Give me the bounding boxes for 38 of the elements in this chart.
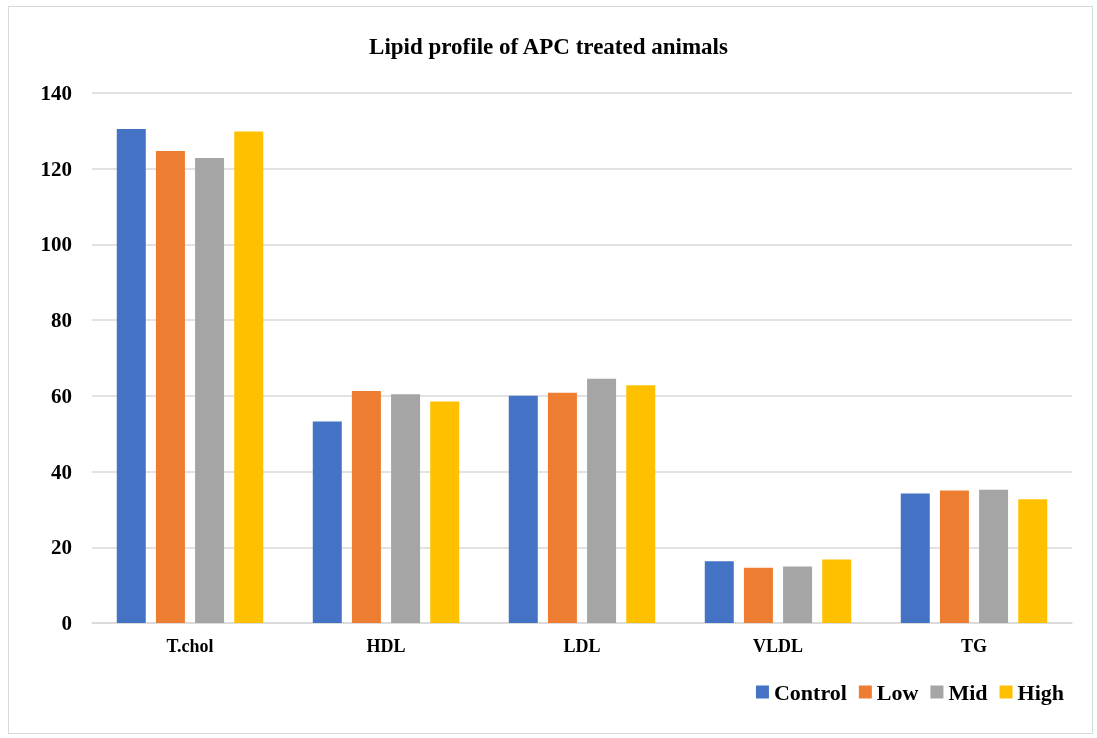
bar (195, 158, 225, 623)
y-tick-label: 80 (51, 308, 72, 333)
bar (743, 567, 773, 623)
bar (547, 392, 577, 623)
legend-label: Low (876, 679, 919, 705)
y-tick-label: 100 (40, 232, 72, 257)
chart-title: Lipid profile of APC treated animals (369, 34, 728, 59)
bar (783, 566, 813, 623)
bar (704, 561, 734, 623)
y-tick-label: 0 (61, 611, 72, 635)
bar (626, 385, 656, 623)
legend-label: Mid (948, 679, 988, 705)
x-tick-label: LDL (563, 636, 601, 656)
x-tick-label: HDL (366, 636, 406, 656)
x-tick-label: T.chol (166, 636, 214, 656)
bar (1018, 499, 1048, 623)
legend-label: Control (773, 679, 847, 705)
bar (116, 128, 146, 623)
bar (351, 390, 381, 623)
bar (391, 394, 421, 623)
y-tick-label: 40 (51, 459, 72, 484)
y-tick-label: 20 (51, 535, 72, 560)
legend-label: High (1017, 679, 1065, 705)
bar (430, 401, 460, 623)
y-tick-label: 140 (40, 81, 72, 105)
bar (979, 489, 1009, 623)
bar (900, 493, 930, 623)
x-tick-label: VLDL (752, 636, 804, 656)
bar (939, 490, 969, 623)
x-tick-label: TG (960, 636, 988, 656)
bar (822, 559, 852, 623)
bar (508, 395, 538, 623)
bar (155, 150, 185, 623)
y-tick-label: 60 (51, 383, 72, 408)
bar (587, 378, 617, 623)
bar (312, 421, 342, 623)
y-tick-label: 120 (40, 156, 72, 181)
bar (234, 131, 264, 623)
